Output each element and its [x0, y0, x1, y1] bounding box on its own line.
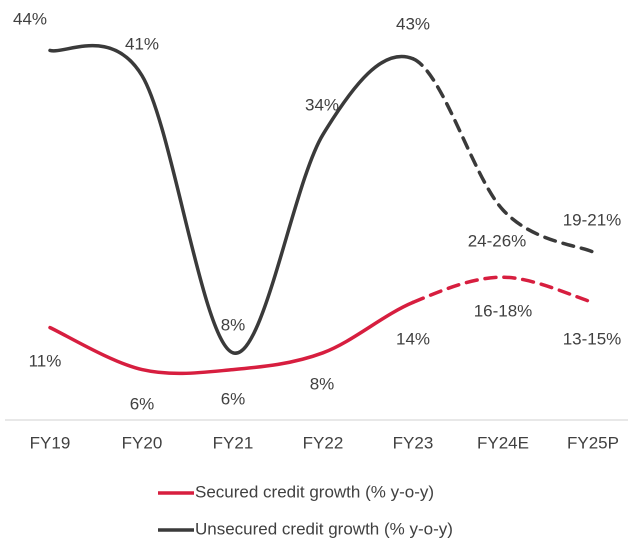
data-label: 16-18%: [474, 301, 533, 320]
data-label: 24-26%: [468, 231, 527, 250]
data-label: 6%: [130, 394, 155, 413]
data-label: 19-21%: [563, 210, 622, 229]
x-tick-label: FY22: [303, 433, 344, 452]
data-label: 6%: [221, 389, 246, 408]
data-label: 14%: [396, 329, 430, 348]
data-label: 44%: [13, 9, 47, 28]
legend-label: Unsecured credit growth (% y-o-y): [195, 519, 453, 538]
x-tick-label: FY23: [393, 433, 434, 452]
data-label: 8%: [221, 315, 246, 334]
x-tick-label: FY24E: [477, 433, 529, 452]
data-label: 34%: [305, 95, 339, 114]
series-line: [411, 57, 595, 254]
series-line: [48, 43, 415, 355]
x-tick-label: FY21: [213, 433, 254, 452]
legend-label: Secured credit growth (% y-o-y): [195, 482, 434, 501]
series-line: [411, 275, 595, 305]
series-line: [48, 300, 415, 376]
data-label: 41%: [125, 34, 159, 53]
data-label: 43%: [396, 14, 430, 33]
data-label: 8%: [310, 374, 335, 393]
x-tick-label: FY25P: [567, 433, 619, 452]
data-label: 11%: [29, 351, 62, 370]
x-tick-label: FY20: [122, 433, 163, 452]
x-tick-label: FY19: [30, 433, 71, 452]
data-label: 13-15%: [563, 329, 622, 348]
